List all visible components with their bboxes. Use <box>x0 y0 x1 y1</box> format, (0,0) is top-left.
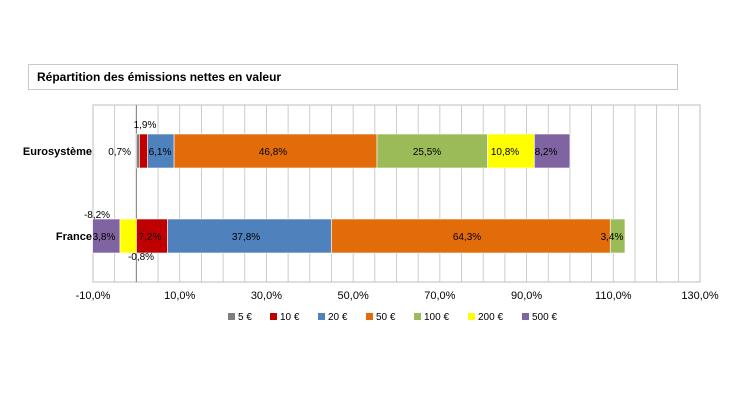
data-label: -0,8% <box>128 252 154 263</box>
legend-label: 100 € <box>424 312 449 323</box>
bar-segment <box>173 133 378 169</box>
x-tick-label: 130,0% <box>681 290 719 302</box>
data-label: 10,8% <box>491 147 519 158</box>
legend-label: 200 € <box>478 312 503 323</box>
bar-segment <box>534 133 571 169</box>
legend-label: 10 € <box>280 312 300 323</box>
data-label: 6,1% <box>149 147 172 158</box>
data-label: 1,9% <box>134 120 157 131</box>
bar-segment <box>487 133 535 169</box>
legend-label: 50 € <box>376 312 396 323</box>
chart-title: Répartition des émissions nettes en vale… <box>37 70 282 84</box>
bar-segment <box>331 218 611 254</box>
data-label: 46,8% <box>259 147 287 158</box>
legend-swatch <box>522 313 529 320</box>
bar-segment <box>139 133 148 169</box>
legend-swatch <box>468 313 475 320</box>
x-tick-label: 30,0% <box>251 290 282 302</box>
data-label: 37,8% <box>232 232 260 243</box>
legend-label: 5 € <box>238 312 252 323</box>
data-label: 3,4% <box>601 232 624 243</box>
legend-swatch <box>366 313 373 320</box>
data-label: 64,3% <box>453 232 481 243</box>
legend-swatch <box>414 313 421 320</box>
bar-segment <box>92 218 121 254</box>
x-tick-label: 50,0% <box>338 290 369 302</box>
x-tick-label: 10,0% <box>164 290 195 302</box>
category-label: France <box>56 231 92 243</box>
bar-segment <box>119 218 137 254</box>
data-label: 25,5% <box>413 147 441 158</box>
data-label: 0,7% <box>108 147 131 158</box>
legend-label: 500 € <box>532 312 557 323</box>
data-label: 7,2% <box>139 232 162 243</box>
legend-swatch <box>270 313 277 320</box>
x-tick-label: -10,0% <box>76 290 111 302</box>
category-label: Eurosystème <box>23 146 92 158</box>
x-tick-label: 70,0% <box>424 290 455 302</box>
chart-title-box: Répartition des émissions nettes en vale… <box>28 64 678 90</box>
data-label: 8,2% <box>535 147 558 158</box>
data-label: 3,8% <box>93 232 116 243</box>
legend-swatch <box>318 313 325 320</box>
bar-segment <box>376 133 488 169</box>
x-tick-label: 90,0% <box>511 290 542 302</box>
legend-label: 20 € <box>328 312 348 323</box>
bar-segment <box>609 218 626 254</box>
data-label: -8,2% <box>84 210 110 221</box>
x-tick-label: 110,0% <box>595 290 632 302</box>
bar-segment <box>167 218 332 254</box>
legend-swatch <box>228 313 235 320</box>
bar-segment <box>136 133 140 169</box>
